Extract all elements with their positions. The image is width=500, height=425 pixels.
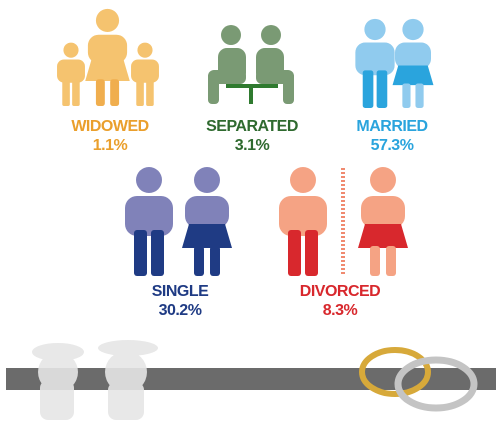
divorced-icon xyxy=(279,167,408,276)
item-label: MARRIED xyxy=(356,118,427,135)
item-label: SEPARATED xyxy=(206,118,298,135)
item-label: DIVORCED xyxy=(300,283,380,300)
widowed-icon xyxy=(57,8,159,106)
item-value: 30.2% xyxy=(159,302,202,319)
footer-band xyxy=(6,340,496,420)
item-label: WIDOWED xyxy=(71,118,148,135)
item-value: 3.1% xyxy=(235,137,270,154)
separated-icon xyxy=(208,25,294,104)
item-value: 57.3% xyxy=(371,137,414,154)
married-icon xyxy=(355,18,434,108)
item-label: SINGLE xyxy=(152,283,209,300)
item-value: 8.3% xyxy=(323,302,358,319)
single-icon xyxy=(125,167,232,276)
item-value: 1.1% xyxy=(93,137,128,154)
